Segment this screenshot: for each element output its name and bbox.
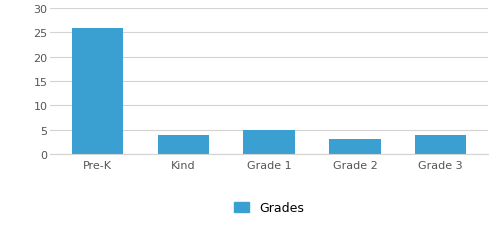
Legend: Grades: Grades xyxy=(234,201,304,214)
Bar xyxy=(329,140,381,154)
Bar xyxy=(243,130,295,154)
Bar xyxy=(415,135,466,154)
Bar xyxy=(72,28,123,154)
Bar xyxy=(157,135,209,154)
